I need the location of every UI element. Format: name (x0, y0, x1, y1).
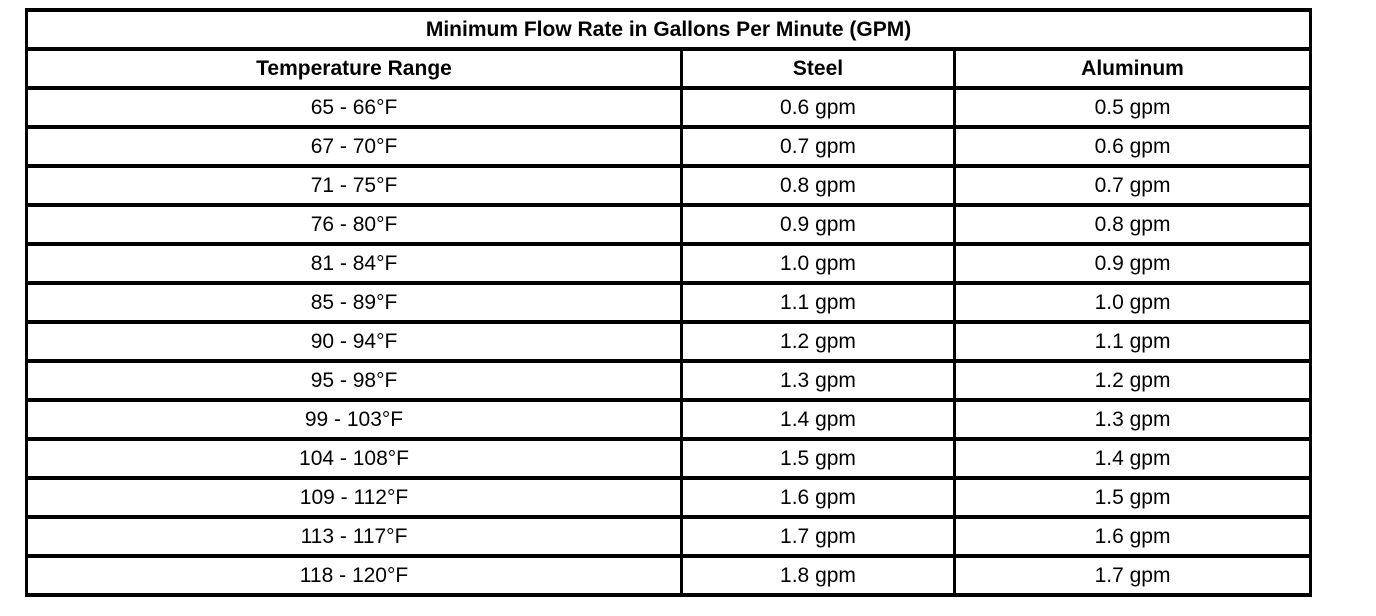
column-header-aluminum: Aluminum (952, 47, 1313, 90)
steel-value-cell: 0.8 gpm (680, 164, 956, 207)
table-row: 81 - 84°F 1.0 gpm 0.9 gpm (25, 242, 1313, 285)
table-row: 71 - 75°F 0.8 gpm 0.7 gpm (25, 164, 1313, 207)
table-row: 90 - 94°F 1.2 gpm 1.1 gpm (25, 320, 1313, 363)
column-header-temperature-range: Temperature Range (25, 47, 683, 90)
table-row: 104 - 108°F 1.5 gpm 1.4 gpm (25, 437, 1313, 480)
aluminum-value-cell: 1.5 gpm (952, 476, 1313, 519)
aluminum-value-cell: 1.0 gpm (952, 281, 1313, 324)
header-row: Temperature Range Steel Aluminum (25, 47, 1313, 90)
temperature-range-cell: 99 - 103°F (25, 398, 683, 441)
aluminum-value-cell: 0.5 gpm (952, 86, 1313, 129)
steel-value-cell: 1.7 gpm (680, 515, 956, 558)
temperature-range-cell: 76 - 80°F (25, 203, 683, 246)
steel-value-cell: 1.5 gpm (680, 437, 956, 480)
table-row: 95 - 98°F 1.3 gpm 1.2 gpm (25, 359, 1313, 402)
temperature-range-cell: 113 - 117°F (25, 515, 683, 558)
steel-value-cell: 0.9 gpm (680, 203, 956, 246)
temperature-range-cell: 71 - 75°F (25, 164, 683, 207)
table-body: 65 - 66°F 0.6 gpm 0.5 gpm 67 - 70°F 0.7 gpm 0… (25, 86, 1313, 597)
aluminum-value-cell: 1.3 gpm (952, 398, 1313, 441)
table-row: 76 - 80°F 0.9 gpm 0.8 gpm (25, 203, 1313, 246)
temperature-range-cell: 85 - 89°F (25, 281, 683, 324)
table-row: 118 - 120°F 1.8 gpm 1.7 gpm (25, 554, 1313, 597)
aluminum-value-cell: 0.8 gpm (952, 203, 1313, 246)
steel-value-cell: 1.8 gpm (680, 554, 956, 597)
temperature-range-cell: 90 - 94°F (25, 320, 683, 363)
aluminum-value-cell: 0.9 gpm (952, 242, 1313, 285)
table-row: 67 - 70°F 0.7 gpm 0.6 gpm (25, 125, 1313, 168)
flow-rate-table-container: Minimum Flow Rate in Gallons Per Minute … (24, 8, 1313, 597)
table-title: Minimum Flow Rate in Gallons Per Minute … (24, 8, 1313, 51)
table-row: 99 - 103°F 1.4 gpm 1.3 gpm (25, 398, 1313, 441)
aluminum-value-cell: 1.4 gpm (952, 437, 1313, 480)
steel-value-cell: 0.6 gpm (680, 86, 956, 129)
table-row: 85 - 89°F 1.1 gpm 1.0 gpm (25, 281, 1313, 324)
steel-value-cell: 1.1 gpm (680, 281, 956, 324)
flow-rate-table: Minimum Flow Rate in Gallons Per Minute … (24, 8, 1313, 597)
title-row: Minimum Flow Rate in Gallons Per Minute … (24, 8, 1313, 51)
temperature-range-cell: 109 - 112°F (25, 476, 683, 519)
temperature-range-cell: 81 - 84°F (25, 242, 683, 285)
steel-value-cell: 1.0 gpm (680, 242, 956, 285)
steel-value-cell: 1.3 gpm (680, 359, 956, 402)
table-row: 113 - 117°F 1.7 gpm 1.6 gpm (25, 515, 1313, 558)
column-header-steel: Steel (680, 47, 956, 90)
table-row: 109 - 112°F 1.6 gpm 1.5 gpm (25, 476, 1313, 519)
aluminum-value-cell: 1.6 gpm (952, 515, 1313, 558)
table-row: 65 - 66°F 0.6 gpm 0.5 gpm (25, 86, 1313, 129)
temperature-range-cell: 67 - 70°F (25, 125, 683, 168)
aluminum-value-cell: 0.6 gpm (952, 125, 1313, 168)
steel-value-cell: 1.2 gpm (680, 320, 956, 363)
steel-value-cell: 0.7 gpm (680, 125, 956, 168)
temperature-range-cell: 104 - 108°F (25, 437, 683, 480)
temperature-range-cell: 118 - 120°F (25, 554, 683, 597)
aluminum-value-cell: 0.7 gpm (952, 164, 1313, 207)
aluminum-value-cell: 1.2 gpm (952, 359, 1313, 402)
aluminum-value-cell: 1.7 gpm (952, 554, 1313, 597)
steel-value-cell: 1.6 gpm (680, 476, 956, 519)
temperature-range-cell: 95 - 98°F (25, 359, 683, 402)
temperature-range-cell: 65 - 66°F (25, 86, 683, 129)
steel-value-cell: 1.4 gpm (680, 398, 956, 441)
aluminum-value-cell: 1.1 gpm (952, 320, 1313, 363)
